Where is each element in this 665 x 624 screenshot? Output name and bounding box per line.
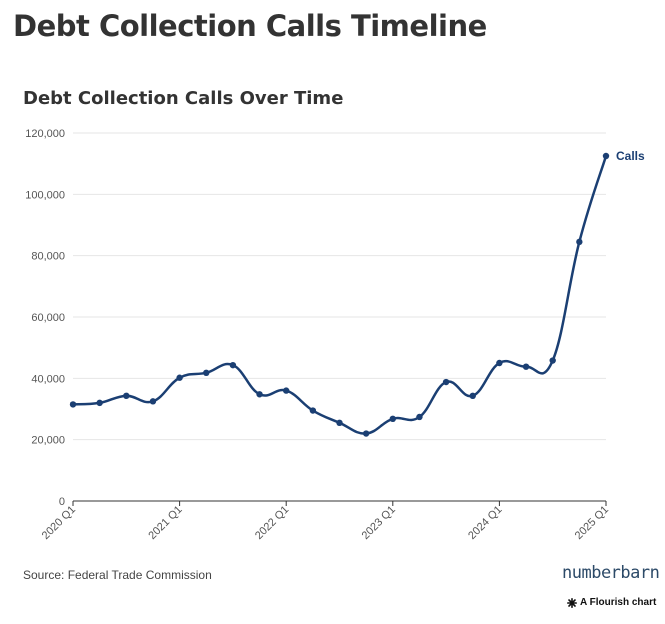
data-point	[442, 378, 450, 386]
x-tick-label: 2025 Q1	[573, 504, 611, 542]
asterisk-icon	[567, 597, 577, 608]
x-tick-label: 2024 Q1	[466, 504, 504, 542]
data-point	[283, 387, 290, 394]
data-point	[602, 152, 610, 160]
data-point	[576, 238, 583, 246]
x-tick-label: 2023 Q1	[360, 504, 398, 542]
data-point	[229, 361, 237, 369]
data-point	[69, 401, 77, 408]
y-tick-label: 60,000	[31, 312, 65, 324]
y-tick-label: 80,000	[31, 251, 65, 263]
brand-logo: numberbarn	[562, 563, 660, 583]
data-point	[389, 415, 396, 423]
data-point	[123, 392, 130, 400]
data-point	[469, 392, 476, 400]
x-tick-label: 2020 Q1	[40, 504, 78, 542]
flourish-credit-link[interactable]: A Flourish chart	[567, 597, 656, 608]
x-tick-label: 2022 Q1	[253, 504, 291, 542]
data-point	[522, 363, 530, 370]
chart-title: Debt Collection Calls Over Time	[23, 88, 344, 109]
series-label: Calls	[616, 149, 645, 163]
page-title: Debt Collection Calls Timeline	[13, 9, 487, 43]
data-point	[336, 419, 343, 426]
data-point	[96, 399, 103, 407]
data-point	[256, 391, 263, 398]
y-tick-label: 20,000	[31, 435, 65, 447]
x-tick-label: 2021 Q1	[146, 504, 184, 542]
data-point	[149, 398, 157, 405]
flourish-credit-label: A Flourish chart	[580, 597, 657, 608]
data-point	[496, 359, 503, 367]
data-point	[416, 413, 423, 421]
source-note: Source: Federal Trade Commission	[23, 568, 212, 582]
y-tick-label: 40,000	[31, 373, 65, 385]
y-tick-label: 100,000	[25, 189, 65, 201]
data-point	[203, 369, 210, 377]
data-point	[549, 357, 556, 364]
y-tick-label: 0	[59, 496, 65, 508]
data-point	[176, 374, 183, 381]
data-point	[309, 407, 317, 414]
y-tick-label: 120,000	[25, 128, 65, 140]
series-line	[72, 155, 608, 435]
line-chart: 0 20,000 40,000 60,000 80,000 100,000 120,000 2…	[25, 128, 645, 542]
data-point	[362, 430, 370, 437]
